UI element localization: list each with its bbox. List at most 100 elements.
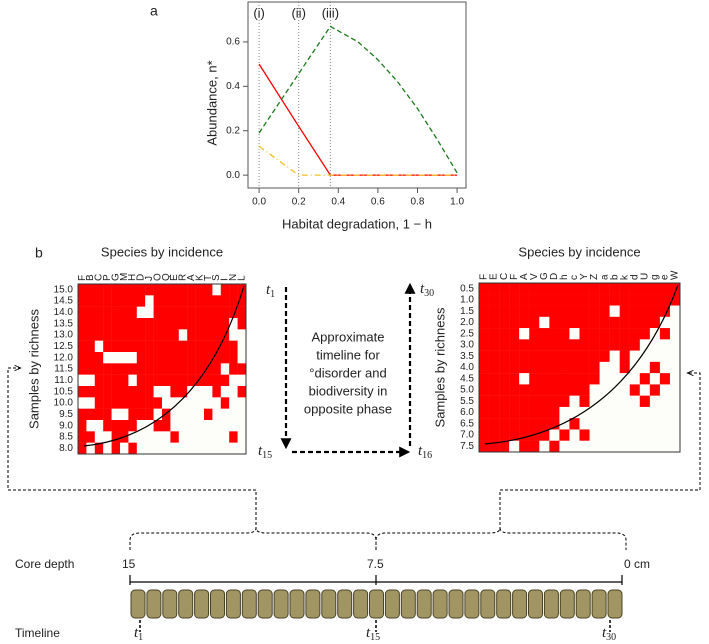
core-segment: [559, 589, 575, 619]
row-label: 6.5: [460, 418, 474, 429]
matrix-cell: [128, 352, 137, 364]
matrix-cell: [204, 431, 213, 443]
matrix-cell: [489, 305, 500, 317]
matrix-cell: [639, 429, 651, 441]
matrix-cell: [212, 363, 221, 375]
matrix-cell: [162, 295, 171, 307]
matrix-cell: [669, 440, 681, 453]
matrix-cell: [569, 406, 580, 419]
matrix-cell: [128, 318, 137, 330]
matrix-cell: [195, 374, 205, 387]
column-label: I: [220, 278, 231, 281]
matrix-cell: [629, 305, 640, 317]
depth-tick-label: 7.5: [367, 557, 384, 571]
matrix-title: Species by incidence: [518, 244, 640, 259]
matrix-cell: [479, 373, 490, 385]
matrix-cell: [187, 352, 196, 364]
matrix-cell: [153, 318, 163, 330]
matrix-cell: [229, 431, 238, 443]
matrix-cell: [86, 340, 95, 353]
matrix-cell: [619, 294, 630, 306]
matrix-cell: [649, 395, 661, 408]
matrix-cell: [519, 429, 530, 441]
matrix-cell: [519, 406, 530, 419]
matrix-cell: [529, 339, 540, 351]
matrix-cell: [204, 329, 213, 341]
time-label: t1: [266, 282, 275, 300]
matrix-cell: [212, 295, 221, 307]
matrix-cell: [111, 306, 121, 319]
matrix-cell: [659, 350, 671, 363]
matrix-cell: [94, 284, 104, 296]
matrix-cell: [136, 318, 146, 330]
matrix-cell: [103, 374, 112, 387]
column-label: H: [127, 274, 138, 281]
matrix-cell: [153, 408, 163, 421]
matrix-cell: [509, 328, 520, 340]
matrix-cell: [153, 295, 163, 307]
matrix-cell: [229, 408, 238, 421]
matrix-cell: [220, 386, 230, 398]
matrix-cell: [103, 397, 112, 409]
matrix-cell: [204, 386, 213, 398]
matrix-cell: [649, 361, 661, 374]
y-axis-title: Samples by richness: [432, 307, 447, 427]
matrix-cell: [669, 316, 681, 329]
matrix-cell: [499, 406, 510, 419]
matrix-cell: [659, 406, 671, 419]
matrix-cell: [229, 386, 238, 398]
matrix-cell: [609, 418, 620, 430]
matrix-cell: [509, 418, 520, 430]
matrix-cell: [639, 406, 651, 419]
matrix-cell: [103, 295, 112, 307]
matrix-cell: [639, 373, 651, 385]
matrix-cell: [220, 408, 230, 421]
panel-label: a: [150, 3, 158, 19]
matrix-cell: [86, 306, 95, 319]
matrix-cell: [659, 384, 671, 396]
time-sub: 16: [422, 450, 432, 461]
column-label: d: [629, 274, 640, 280]
matrix-cell: [229, 442, 238, 455]
matrix-cell: [136, 329, 146, 341]
time-var: t: [366, 625, 371, 641]
matrix-cell: [162, 363, 171, 375]
matrix-cell: [579, 384, 590, 396]
matrix-cell: [609, 440, 620, 453]
column-label: P: [102, 274, 113, 281]
matrix-cell: [178, 363, 188, 375]
matrix-cell: [629, 429, 640, 441]
matrix-cell: [549, 418, 560, 430]
matrix-cell: [145, 295, 154, 307]
matrix-cell: [659, 283, 671, 295]
time-var: t: [258, 443, 263, 459]
time-sub: 15: [262, 450, 272, 461]
matrix-cell: [220, 295, 230, 307]
column-label: F: [479, 274, 490, 280]
matrix-cell: [229, 340, 238, 353]
matrix-cell: [153, 420, 163, 432]
matrix-cell: [187, 431, 196, 443]
matrix-cell: [529, 294, 540, 306]
matrix-cell: [103, 284, 112, 296]
matrix-cell: [579, 406, 590, 419]
matrix-cell: [204, 442, 213, 455]
matrix-cell: [589, 429, 600, 441]
column-label: V: [529, 273, 540, 280]
matrix-cell: [609, 350, 620, 363]
matrix-cell: [579, 316, 590, 329]
matrix-cell: [579, 418, 590, 430]
matrix-cell: [489, 418, 500, 430]
matrix-cell: [237, 408, 247, 421]
matrix-cell: [229, 363, 238, 375]
matrix-cell: [94, 397, 104, 409]
matrix-cell: [170, 386, 179, 398]
matrix-cell: [187, 318, 196, 330]
matrix-cell: [94, 442, 104, 455]
matrix-cell: [599, 384, 610, 396]
matrix-cell: [162, 318, 171, 330]
column-label: A: [519, 273, 530, 280]
matrix-cell: [78, 306, 87, 319]
matrix-cell: [639, 305, 651, 317]
matrix-cell: [499, 316, 510, 329]
